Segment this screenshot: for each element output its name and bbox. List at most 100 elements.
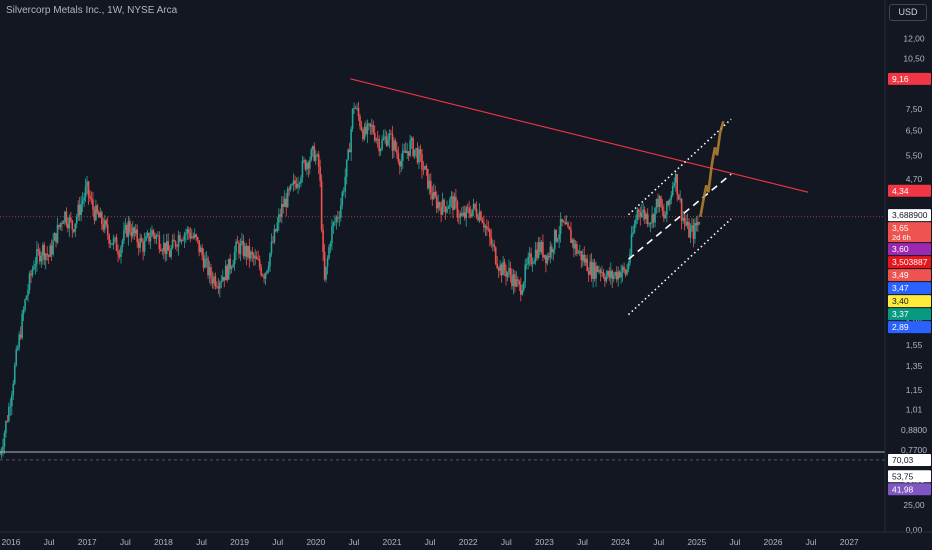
candlestick-series	[0, 101, 701, 459]
time-axis-label: 2019	[230, 537, 249, 547]
candle-body	[182, 240, 184, 241]
candle-body	[431, 192, 434, 200]
candle-body	[412, 138, 414, 156]
time-axis-label: Jul	[44, 537, 55, 547]
candle-body	[227, 258, 230, 280]
time-axis-label: Jul	[196, 537, 207, 547]
candle-body	[683, 217, 686, 222]
currency-button[interactable]: USD	[889, 4, 927, 21]
oscillator-badge-label: 70,03	[892, 455, 914, 465]
candle-body	[18, 334, 20, 348]
candle-body	[235, 241, 237, 253]
candle-body	[460, 213, 463, 216]
time-axis: 2016 Jul 2017 Jul 2018 Jul 2019 Jul 2020 Jul 2021 J…	[0, 531, 932, 547]
candle-body	[499, 264, 501, 271]
candle-body	[359, 116, 361, 127]
candle-body	[455, 196, 457, 202]
candle-body	[43, 244, 46, 261]
candle-body	[9, 406, 12, 408]
candle-body	[697, 222, 699, 226]
candle-body	[399, 161, 401, 167]
candle-body	[319, 166, 321, 181]
candle-body	[186, 229, 189, 234]
candle-body	[432, 191, 435, 200]
candle-body	[254, 256, 257, 259]
candle-body	[475, 208, 478, 217]
candle-body	[463, 212, 466, 219]
candle-body	[155, 235, 158, 239]
candle-body	[214, 276, 217, 287]
candle-body	[354, 107, 357, 109]
candle-body	[0, 453, 1, 455]
candle-body	[205, 258, 208, 260]
descending-trendline[interactable]	[350, 78, 809, 193]
candle-body	[512, 274, 515, 287]
candle-body	[601, 272, 603, 274]
candle-body	[393, 140, 395, 151]
candle-body	[657, 199, 659, 208]
candle-body	[487, 229, 490, 231]
price-badge	[888, 321, 931, 334]
chart-title: Silvercorp Metals Inc., 1W, NYSE Arca	[6, 5, 178, 16]
time-axis-label: Jul	[348, 537, 359, 547]
candle-body	[689, 228, 692, 238]
projection-path[interactable]	[699, 120, 725, 217]
candle-body	[400, 160, 403, 167]
candle-body	[123, 229, 125, 241]
candle-body	[49, 245, 51, 257]
candle-body	[27, 289, 29, 296]
candle-body	[195, 234, 198, 238]
candle-body	[586, 258, 588, 272]
candle-body	[219, 282, 221, 289]
price-badge-label: 4,34	[892, 186, 909, 196]
candle-body	[168, 250, 171, 257]
candle-body	[72, 229, 75, 232]
candle-body	[80, 203, 82, 215]
candle-body	[81, 200, 84, 204]
time-axis-label: Jul	[577, 537, 588, 547]
candle-body	[338, 217, 341, 219]
candle-body	[643, 209, 646, 220]
price-badge	[888, 256, 931, 269]
candle-body	[430, 180, 432, 193]
candle-body	[120, 247, 122, 257]
candle-body	[11, 394, 13, 407]
time-axis-label: Jul	[653, 537, 664, 547]
candle-body	[489, 229, 491, 238]
price-tick-label: 6,50	[906, 125, 923, 135]
candle-body	[31, 269, 34, 276]
candle-body	[345, 159, 348, 177]
candle-body	[154, 234, 156, 239]
candle-body	[450, 196, 453, 200]
candle-body	[350, 128, 352, 153]
candle-body	[645, 213, 648, 220]
candle-body	[202, 255, 205, 268]
candle-body	[316, 154, 319, 156]
channel-middle-line[interactable]	[627, 173, 732, 260]
candle-body	[605, 275, 608, 282]
candle-body	[471, 209, 473, 217]
candle-body	[320, 180, 323, 230]
candle-body	[221, 276, 224, 282]
candle-body	[50, 245, 53, 255]
candle-body	[409, 140, 411, 156]
candle-body	[270, 241, 273, 254]
oscillator-badge-label: 41,98	[892, 484, 914, 494]
candle-body	[434, 191, 437, 197]
channel-lower-line[interactable]	[627, 218, 732, 316]
candle-body	[449, 199, 451, 208]
candle-body	[158, 235, 161, 250]
time-axis-label: Jul	[729, 537, 740, 547]
candle-body	[136, 229, 139, 243]
candle-body	[546, 256, 549, 264]
channel-upper-line[interactable]	[627, 118, 732, 216]
candle-body	[267, 266, 270, 271]
candle-body	[534, 249, 537, 262]
candle-body	[576, 244, 578, 254]
candle-body	[347, 149, 349, 160]
candle-body	[522, 282, 525, 290]
candle-body	[410, 138, 413, 141]
candle-body	[446, 208, 448, 213]
candle-body	[306, 162, 308, 170]
